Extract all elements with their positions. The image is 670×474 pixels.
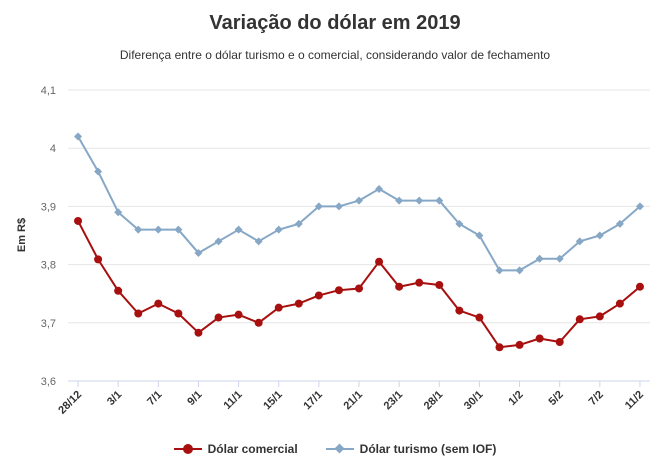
data-point[interactable] (274, 225, 283, 234)
data-point[interactable] (234, 225, 243, 234)
data-point[interactable] (274, 303, 283, 312)
x-tick-label: 7/1 (145, 389, 164, 408)
data-point[interactable] (94, 167, 103, 176)
x-tick-label: 11/1 (222, 389, 245, 412)
legend-swatch-turismo (325, 443, 354, 455)
data-point[interactable] (194, 248, 203, 257)
data-point[interactable] (294, 219, 303, 228)
data-point[interactable] (615, 219, 624, 228)
series-line (77, 220, 641, 349)
data-point[interactable] (254, 318, 263, 327)
series-comercial (74, 216, 644, 352)
data-point[interactable] (134, 225, 143, 234)
chart-title: Variação do dólar em 2019 (209, 12, 461, 34)
legend-label-turismo: Dólar turismo (sem IOF) (359, 442, 497, 456)
x-tick-label: 23/1 (382, 389, 406, 413)
data-point[interactable] (74, 132, 83, 141)
y-axis-label: Em R$ (16, 218, 28, 252)
y-tick-label: 3,7 (41, 318, 56, 330)
y-tick-label: 3,8 (41, 260, 56, 272)
data-point[interactable] (415, 196, 424, 205)
data-point[interactable] (134, 309, 143, 318)
y-tick-label: 3,6 (41, 376, 56, 388)
data-point[interactable] (435, 196, 444, 205)
data-point[interactable] (375, 257, 384, 266)
data-point[interactable] (595, 312, 604, 321)
x-tick-label: 1/2 (506, 389, 525, 408)
data-point[interactable] (355, 284, 363, 293)
data-point[interactable] (395, 196, 404, 205)
data-point[interactable] (475, 231, 484, 240)
data-point[interactable] (495, 266, 504, 275)
data-point[interactable] (575, 237, 584, 246)
data-point[interactable] (334, 286, 343, 295)
x-tick-label: 15/1 (261, 389, 285, 413)
data-point[interactable] (455, 219, 464, 228)
x-tick-label: 28/12 (56, 389, 84, 417)
data-point[interactable] (174, 225, 183, 234)
data-point[interactable] (375, 184, 384, 193)
data-point[interactable] (314, 291, 323, 300)
x-tick-label: 9/1 (185, 389, 204, 408)
data-point[interactable] (515, 266, 524, 275)
data-point[interactable] (214, 237, 223, 246)
x-tick-label: 21/1 (341, 389, 365, 413)
data-point[interactable] (174, 309, 183, 318)
data-point[interactable] (415, 278, 424, 287)
x-axis-ticks: 28/12 3/1 7/1 9/1 11/1 15/1 17/1 21/1 23/1 28/1 30… (56, 381, 646, 417)
x-tick-label: 17/1 (301, 389, 325, 413)
data-point[interactable] (355, 196, 363, 205)
series-turismo (74, 132, 644, 275)
data-point[interactable] (114, 286, 123, 295)
data-point[interactable] (455, 306, 464, 315)
data-point[interactable] (234, 310, 243, 319)
data-point[interactable] (535, 334, 544, 343)
data-point[interactable] (515, 340, 524, 349)
data-point[interactable] (94, 255, 103, 264)
data-point[interactable] (595, 231, 604, 240)
data-point[interactable] (575, 315, 584, 324)
x-tick-label: 28/1 (422, 389, 446, 413)
data-point[interactable] (475, 313, 484, 322)
data-point[interactable] (314, 202, 323, 211)
chart-subtitle: Diferença entre o dólar turismo e o come… (119, 48, 551, 62)
data-point[interactable] (495, 343, 504, 352)
legend: Dólar comercial Dólar turismo (sem IOF) (0, 442, 670, 456)
data-point[interactable] (214, 313, 223, 322)
data-point[interactable] (615, 299, 624, 308)
data-point[interactable] (294, 299, 303, 308)
legend-swatch-comercial (173, 443, 202, 455)
data-point[interactable] (254, 237, 263, 246)
legend-item-turismo[interactable]: Dólar turismo (sem IOF) (325, 442, 497, 456)
data-point[interactable] (535, 254, 544, 263)
data-point[interactable] (114, 208, 123, 217)
data-point[interactable] (435, 280, 444, 289)
data-point[interactable] (555, 254, 564, 263)
x-tick-label: 30/1 (462, 389, 486, 413)
data-point[interactable] (635, 202, 644, 211)
data-point[interactable] (74, 216, 83, 225)
legend-item-comercial[interactable]: Dólar comercial (173, 442, 298, 456)
x-tick-label: 7/2 (587, 389, 606, 408)
x-tick-label: 3/1 (105, 389, 124, 408)
data-point[interactable] (555, 338, 564, 347)
data-point[interactable] (334, 202, 343, 211)
y-tick-label: 4 (50, 143, 56, 155)
data-point[interactable] (194, 328, 203, 337)
legend-label-comercial: Dólar comercial (207, 442, 298, 456)
data-point[interactable] (154, 225, 163, 234)
data-point[interactable] (395, 282, 404, 291)
y-axis-ticks: 3,6 3,7 3,8 3,9 4 4,1 (41, 85, 56, 388)
x-tick-label: 11/2 (623, 389, 646, 412)
data-point[interactable] (154, 299, 163, 308)
y-tick-label: 4,1 (41, 85, 56, 97)
y-tick-label: 3,9 (41, 201, 56, 213)
series-group (74, 132, 644, 352)
data-point[interactable] (635, 282, 644, 291)
x-tick-label: 5/2 (547, 389, 566, 408)
